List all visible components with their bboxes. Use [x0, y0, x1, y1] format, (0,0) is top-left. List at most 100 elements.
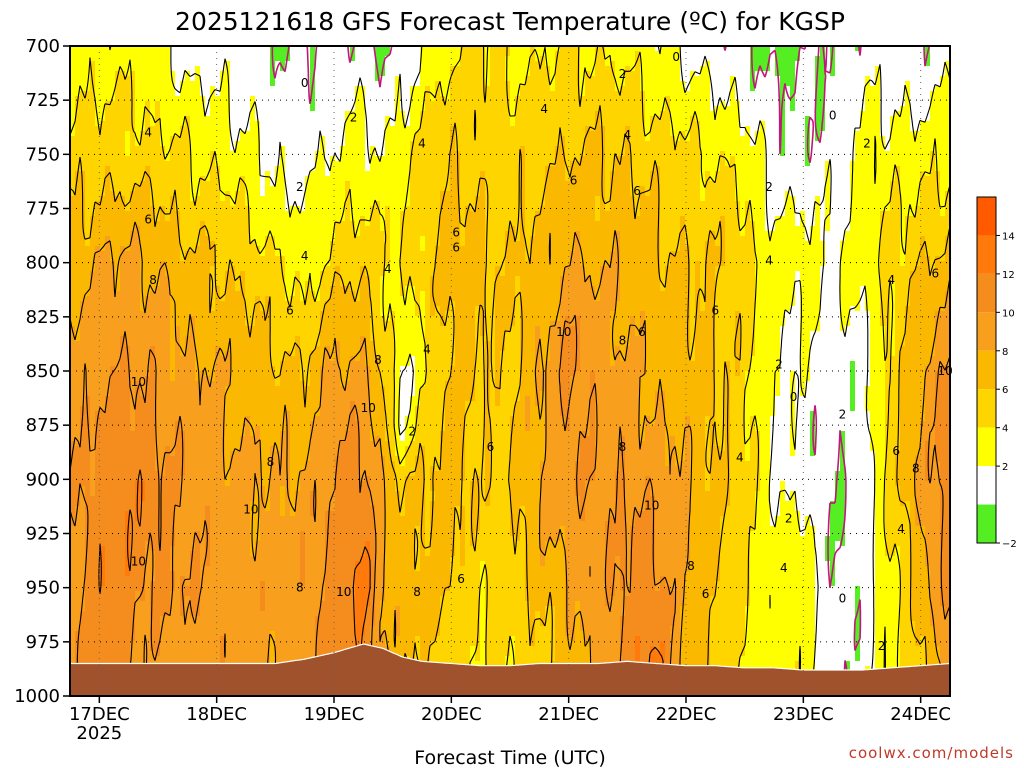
- temperature-cell: [240, 526, 246, 532]
- temperature-cell: [195, 611, 201, 617]
- temperature-cell: [160, 561, 166, 567]
- temperature-cell: [95, 656, 101, 662]
- temperature-cell: [145, 631, 151, 637]
- temperature-cell: [235, 601, 241, 607]
- temperature-cell: [145, 211, 151, 217]
- temperature-cell: [125, 566, 131, 572]
- temperature-cell: [115, 656, 121, 662]
- temperature-cell: [220, 156, 226, 162]
- temperature-cell: [220, 371, 226, 377]
- temperature-cell: [80, 296, 86, 302]
- temperature-cell: [90, 381, 96, 387]
- temperature-cell: [75, 276, 81, 282]
- temperature-cell: [125, 271, 131, 277]
- temperature-cell: [225, 376, 231, 382]
- temperature-cell: [210, 396, 216, 402]
- temperature-cell: [70, 431, 76, 437]
- temperature-cell: [130, 566, 136, 572]
- temperature-cell: [205, 566, 211, 572]
- temperature-cell: [180, 381, 186, 387]
- temperature-cell: [195, 511, 201, 517]
- temperature-cell: [220, 446, 226, 452]
- temperature-cell: [180, 511, 186, 517]
- temperature-cell: [190, 521, 196, 527]
- temperature-cell: [125, 436, 131, 442]
- temperature-cell: [175, 586, 181, 592]
- temperature-cell: [165, 121, 171, 127]
- temperature-cell: [225, 356, 231, 362]
- temperature-cell: [115, 181, 121, 187]
- temperature-cell: [150, 461, 156, 467]
- temperature-cell: [165, 406, 171, 412]
- temperature-cell: [70, 626, 76, 632]
- temperature-cell: [230, 406, 236, 412]
- temperature-cell: [210, 306, 216, 312]
- temperature-cell: [215, 321, 221, 327]
- temperature-cell: [180, 291, 186, 297]
- temperature-cell: [105, 606, 111, 612]
- temperature-cell: [105, 401, 111, 407]
- temperature-cell: [115, 406, 121, 412]
- temperature-cell: [125, 321, 131, 327]
- temperature-cell: [235, 306, 241, 312]
- temperature-cell: [85, 621, 91, 627]
- temperature-cell: [240, 456, 246, 462]
- temperature-cell: [125, 406, 131, 412]
- temperature-cell: [245, 161, 251, 167]
- temperature-cell: [240, 551, 246, 557]
- temperature-cell: [75, 246, 81, 252]
- temperature-cell: [225, 541, 231, 547]
- temperature-cell: [170, 126, 176, 132]
- temperature-cell: [90, 56, 96, 62]
- temperature-cell: [80, 606, 86, 612]
- temperature-cell: [175, 501, 181, 507]
- temperature-cell: [180, 91, 186, 97]
- temperature-cell: [90, 301, 96, 307]
- temperature-cell: [220, 301, 226, 307]
- temperature-cell: [160, 246, 166, 252]
- temperature-cell: [155, 201, 161, 207]
- temperature-cell: [145, 566, 151, 572]
- temperature-cell: [115, 416, 121, 422]
- temperature-cell: [150, 321, 156, 327]
- temperature-cell: [105, 216, 111, 222]
- temperature-cell: [125, 51, 131, 57]
- temperature-cell: [110, 626, 116, 632]
- temperature-cell: [190, 121, 196, 127]
- temperature-cell: [140, 71, 146, 77]
- temperature-cell: [215, 121, 221, 127]
- temperature-cell: [100, 551, 106, 557]
- temperature-cell: [80, 171, 86, 177]
- temperature-cell: [100, 531, 106, 537]
- temperature-cell: [155, 381, 161, 387]
- temperature-cell: [95, 266, 101, 272]
- temperature-cell: [245, 261, 251, 267]
- temperature-cell: [225, 101, 231, 107]
- temperature-cell: [120, 441, 126, 447]
- temperature-cell: [245, 166, 251, 172]
- temperature-cell: [205, 596, 211, 602]
- temperature-cell: [145, 216, 151, 222]
- temperature-cell: [170, 506, 176, 512]
- temperature-cell: [225, 91, 231, 97]
- temperature-cell: [90, 466, 96, 472]
- temperature-cell: [235, 436, 241, 442]
- temperature-cell: [80, 271, 86, 277]
- temperature-cell: [130, 461, 136, 467]
- temperature-cell: [80, 261, 86, 267]
- temperature-cell: [255, 566, 261, 572]
- temperature-cell: [175, 531, 181, 537]
- temperature-cell: [190, 46, 196, 52]
- temperature-cell: [100, 351, 106, 357]
- temperature-cell: [120, 206, 126, 212]
- temperature-cell: [230, 526, 236, 532]
- temperature-cell: [155, 481, 161, 487]
- temperature-cell: [230, 131, 236, 137]
- temperature-cell: [120, 86, 126, 92]
- temperature-cell: [175, 56, 181, 62]
- temperature-cell: [70, 351, 76, 357]
- temperature-cell: [95, 541, 101, 547]
- temperature-cell: [210, 631, 216, 637]
- temperature-cell: [190, 506, 196, 512]
- temperature-cell: [220, 291, 226, 297]
